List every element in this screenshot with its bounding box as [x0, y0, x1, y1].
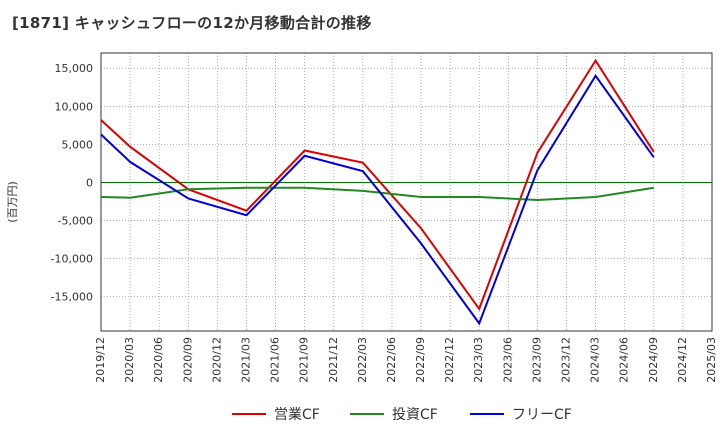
x-tick-label: 2022/12	[443, 337, 456, 383]
x-tick-label: 2024/09	[647, 337, 660, 383]
y-tick-label: -10,000	[51, 253, 93, 266]
x-tick-label: 2019/12	[94, 337, 107, 383]
y-axis-label: (百万円)	[6, 181, 19, 223]
grid-layer	[101, 53, 712, 331]
x-tick-label: 2022/06	[385, 337, 398, 383]
x-tick-label: 2021/03	[239, 337, 252, 383]
y-tick-label: 10,000	[55, 100, 94, 113]
y-tick-label: 15,000	[55, 62, 94, 75]
series-line-investing	[100, 186, 654, 202]
x-tick-label: 2020/12	[210, 337, 223, 383]
x-tick-label: 2025/03	[705, 337, 718, 383]
x-tick-label: 2020/06	[152, 337, 165, 383]
series-layer	[100, 58, 655, 326]
y-tick-label: -15,000	[51, 291, 93, 304]
y-tick-label: -5,000	[58, 215, 93, 228]
x-tick-label: 2021/06	[269, 337, 282, 383]
x-tick-label: 2021/12	[327, 337, 340, 383]
legend: 営業CF 投資CF フリーCF	[232, 407, 572, 423]
series-line-operating	[100, 58, 655, 312]
plot-frame	[100, 52, 713, 332]
legend-item-operating: 営業CF	[232, 407, 320, 423]
x-tick-label: 2024/12	[676, 337, 689, 383]
legend-label-operating: 営業CF	[274, 407, 320, 423]
x-tick-label: 2022/09	[414, 337, 427, 383]
series-line-free	[100, 73, 655, 326]
x-tick-label: 2020/09	[181, 337, 194, 383]
x-tick-label: 2023/12	[560, 337, 573, 383]
x-tick-label: 2020/03	[123, 337, 136, 383]
chart-title: [1871] キャッシュフローの12か月移動合計の推移	[12, 14, 372, 32]
legend-item-investing: 投資CF	[350, 407, 438, 423]
x-tick-label: 2023/09	[530, 337, 543, 383]
x-tick-label: 2023/03	[472, 337, 485, 383]
y-tick-label: 0	[86, 176, 93, 189]
legend-item-free: フリーCF	[470, 407, 572, 423]
axes-layer: 15,000 10,000 5,000 0 -5,000 -10,000 -15,000 20…	[6, 52, 718, 383]
legend-label-investing: 投資CF	[392, 407, 438, 423]
x-tick-label: 2023/06	[501, 337, 514, 383]
x-tick-label: 2024/03	[589, 337, 602, 383]
x-tick-label: 2022/03	[356, 337, 369, 383]
x-tick-label: 2024/06	[618, 337, 631, 383]
x-tick-label: 2021/09	[298, 337, 311, 383]
y-tick-label: 5,000	[62, 138, 94, 151]
legend-label-free: フリーCF	[512, 407, 572, 423]
